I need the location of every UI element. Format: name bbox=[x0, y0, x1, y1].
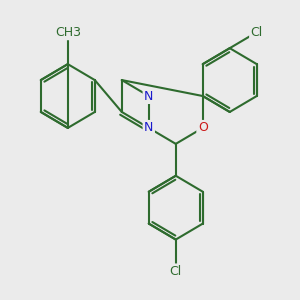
Text: N: N bbox=[144, 89, 154, 103]
Text: Cl: Cl bbox=[169, 265, 182, 278]
Text: Cl: Cl bbox=[250, 26, 263, 39]
Text: O: O bbox=[198, 122, 208, 134]
Text: CH3: CH3 bbox=[55, 26, 81, 39]
Text: N: N bbox=[144, 122, 154, 134]
